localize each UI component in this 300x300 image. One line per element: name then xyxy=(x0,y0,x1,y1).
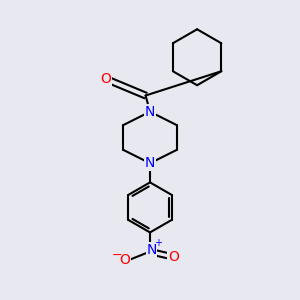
Text: O: O xyxy=(168,250,179,265)
Text: +: + xyxy=(154,238,162,248)
Text: O: O xyxy=(100,72,111,86)
Text: N: N xyxy=(145,156,155,170)
Text: N: N xyxy=(146,243,157,257)
Text: O: O xyxy=(119,254,130,267)
Text: N: N xyxy=(145,105,155,119)
Text: −: − xyxy=(112,249,122,262)
